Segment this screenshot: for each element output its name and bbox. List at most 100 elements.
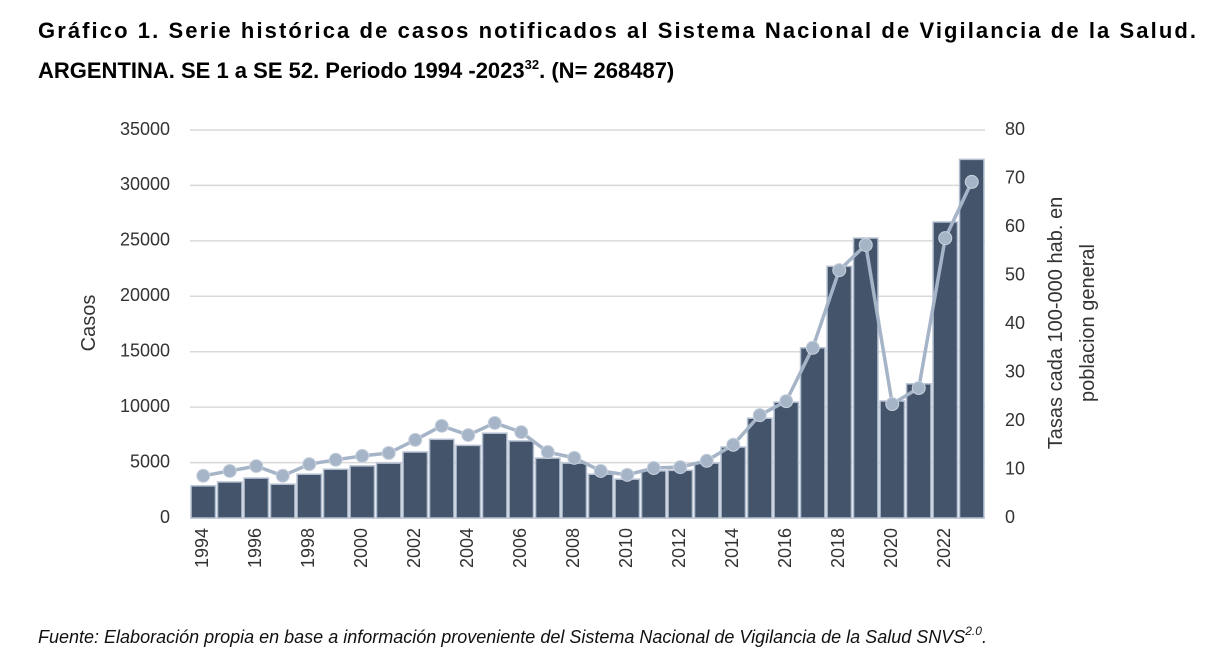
line-marker xyxy=(593,463,608,478)
y-tick-label: 35000 xyxy=(120,119,170,139)
y2-tick-label: 60 xyxy=(1005,216,1025,236)
x-tick-label: 2002 xyxy=(404,528,424,568)
line-marker xyxy=(620,467,635,482)
bar xyxy=(693,462,720,519)
y2-tick-label: 70 xyxy=(1005,167,1025,187)
y2-tick-label: 40 xyxy=(1005,313,1025,333)
y-axis-label: Casos xyxy=(78,295,100,352)
line-marker xyxy=(646,461,661,476)
line-marker xyxy=(911,381,926,396)
title-text: ARGENTINA. SE 1 a SE 52. Periodo 1994 -2… xyxy=(38,58,525,83)
bar xyxy=(720,446,747,519)
x-tick-label: 2016 xyxy=(775,528,795,568)
x-tick-label: 2020 xyxy=(881,528,901,568)
line-marker xyxy=(752,408,767,423)
x-tick-label: 2006 xyxy=(510,528,530,568)
line-marker xyxy=(275,468,290,483)
bar xyxy=(799,347,826,519)
bar xyxy=(322,468,349,519)
y-tick-label: 0 xyxy=(160,507,170,527)
line-marker xyxy=(514,425,529,440)
y2-tick-label: 10 xyxy=(1005,458,1025,478)
source-text: Fuente: Elaboración propia en base a inf… xyxy=(38,627,965,647)
y-tick-label: 15000 xyxy=(120,340,170,360)
bar xyxy=(746,417,773,519)
bar xyxy=(455,444,482,519)
bar xyxy=(773,401,800,519)
source-note: Fuente: Elaboración propia en base a inf… xyxy=(38,624,987,647)
line-marker xyxy=(355,448,370,463)
line-marker xyxy=(938,231,953,246)
bar xyxy=(905,383,932,519)
source-text: . xyxy=(982,627,987,647)
line-marker xyxy=(540,445,555,460)
y-tick-label: 10000 xyxy=(120,396,170,416)
bar xyxy=(296,473,323,519)
title-superscript: 32 xyxy=(525,57,539,72)
line-marker xyxy=(328,452,343,467)
title-text: . (N= 268487) xyxy=(539,58,674,83)
bar xyxy=(375,462,402,519)
line-marker xyxy=(222,463,237,478)
chart-title: Gráfico 1. Serie histórica de casos noti… xyxy=(38,18,1196,43)
line-marker xyxy=(858,237,873,252)
bar xyxy=(614,478,641,519)
line-marker xyxy=(964,174,979,189)
line-marker xyxy=(381,446,396,461)
line-marker xyxy=(805,340,820,355)
bar xyxy=(349,465,376,519)
line-marker xyxy=(832,263,847,278)
x-tick-label: 2010 xyxy=(616,528,636,568)
bar xyxy=(402,451,429,519)
y2-tick-label: 50 xyxy=(1005,264,1025,284)
line-marker xyxy=(249,459,264,474)
y2-tick-label: 20 xyxy=(1005,410,1025,430)
y2-tick-label: 80 xyxy=(1005,119,1025,139)
source-superscript: 2.0 xyxy=(964,624,982,638)
line-marker xyxy=(461,428,476,443)
line-marker xyxy=(408,432,423,447)
bar xyxy=(852,237,879,519)
bar xyxy=(879,400,906,519)
line-marker xyxy=(699,453,714,468)
bar xyxy=(640,470,667,519)
bar xyxy=(932,221,959,519)
bar xyxy=(216,481,243,519)
x-tick-label: 2004 xyxy=(457,528,477,568)
bar xyxy=(667,469,694,519)
line-marker xyxy=(567,450,582,465)
y-tick-label: 25000 xyxy=(120,230,170,250)
line-marker xyxy=(726,437,741,452)
x-tick-label: 2022 xyxy=(934,528,954,568)
bar xyxy=(508,440,535,519)
y-tick-label: 30000 xyxy=(120,174,170,194)
line-marker xyxy=(885,397,900,412)
x-tick-label: 2018 xyxy=(828,528,848,568)
bar xyxy=(826,265,853,519)
x-tick-label: 1994 xyxy=(192,528,212,568)
bar xyxy=(428,438,455,519)
bar xyxy=(269,483,296,519)
bar xyxy=(561,462,588,519)
line-marker xyxy=(779,394,794,409)
y-tick-label: 20000 xyxy=(120,285,170,305)
bar xyxy=(587,473,614,519)
line-marker xyxy=(673,460,688,475)
line-marker xyxy=(196,468,211,483)
line-marker xyxy=(302,457,317,472)
x-tick-label: 2014 xyxy=(722,528,742,568)
x-tick-label: 2000 xyxy=(351,528,371,568)
x-tick-label: 2008 xyxy=(563,528,583,568)
bar xyxy=(243,477,270,519)
bar xyxy=(958,158,985,519)
y2-axis-label: poblacion general xyxy=(1077,244,1099,402)
line-marker xyxy=(434,418,449,433)
x-tick-label: 1998 xyxy=(298,528,318,568)
bar xyxy=(534,457,561,519)
line-marker xyxy=(487,415,502,430)
y2-tick-label: 0 xyxy=(1005,507,1015,527)
y-tick-label: 5000 xyxy=(130,451,170,471)
y2-tick-label: 30 xyxy=(1005,361,1025,381)
chart-title: ARGENTINA. SE 1 a SE 52. Periodo 1994 -2… xyxy=(38,57,674,83)
